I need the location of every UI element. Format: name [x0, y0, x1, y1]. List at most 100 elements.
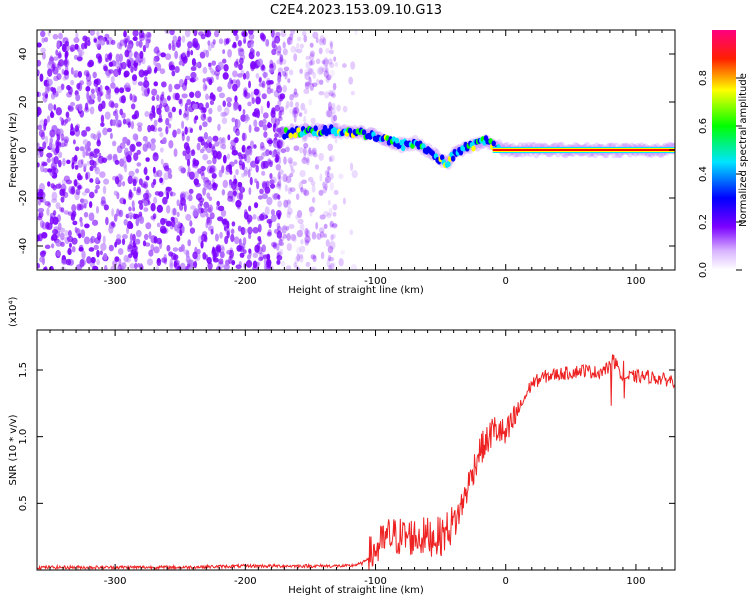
- spectral-blob: [124, 39, 128, 48]
- spectral-blob: [326, 170, 330, 178]
- spectral-blob: [159, 132, 164, 138]
- spectral-blob: [177, 221, 181, 228]
- spectral-blob: [52, 33, 59, 40]
- spectral-blob: [308, 76, 312, 86]
- spectral-blob: [138, 216, 145, 224]
- spectral-blob: [53, 104, 57, 111]
- spectral-blob: [55, 183, 62, 189]
- spectral-blob: [242, 249, 247, 254]
- spectral-blob: [327, 166, 331, 171]
- spectral-blob: [277, 99, 282, 107]
- spectral-blob: [278, 169, 284, 175]
- spectral-blob: [100, 200, 107, 207]
- spectral-blob: [92, 219, 97, 227]
- spectral-blob: [238, 63, 243, 71]
- spectral-blob: [296, 210, 303, 219]
- spectral-blob: [221, 246, 225, 253]
- spectral-blob: [328, 256, 335, 262]
- spectral-blob: [93, 166, 98, 172]
- spectral-blob: [136, 149, 141, 155]
- spectral-blob: [71, 210, 77, 218]
- spectral-blob: [222, 179, 229, 189]
- spectral-blob: [284, 184, 288, 192]
- spectral-blob: [130, 103, 136, 110]
- spectral-blob: [78, 229, 83, 235]
- spectral-blob: [244, 209, 248, 215]
- spectral-blob: [127, 212, 134, 219]
- spectral-blob: [186, 171, 191, 177]
- spectral-blob: [328, 207, 333, 217]
- spectral-blob: [221, 143, 227, 150]
- spectral-blob: [186, 259, 192, 265]
- spectral-blob: [285, 175, 292, 184]
- spectral-blob: [129, 233, 134, 242]
- spectral-blob: [280, 261, 286, 267]
- spectral-blob: [60, 196, 65, 203]
- spectral-blob: [197, 235, 203, 244]
- spectral-blob: [145, 175, 150, 181]
- spectral-blob: [148, 113, 154, 120]
- spectral-blob: [232, 190, 238, 196]
- spectral-blob: [168, 83, 173, 93]
- spectral-blob: [276, 59, 281, 65]
- spectral-blob: [166, 109, 173, 115]
- spectral-blob: [326, 212, 332, 219]
- spectral-blob: [114, 256, 120, 262]
- spectral-blob: [319, 173, 323, 182]
- spectral-blob: [79, 146, 85, 152]
- spectral-blob: [70, 101, 76, 107]
- spectral-blob: [185, 145, 191, 155]
- snr-y-label: SNR (10 * v/v): [8, 414, 19, 485]
- spectral-blob: [303, 142, 309, 149]
- spectral-blob: [41, 37, 46, 43]
- spectral-blob: [286, 144, 290, 153]
- spectral-blob: [303, 88, 310, 95]
- spectral-blob: [278, 238, 283, 246]
- spectral-blob: [309, 82, 315, 91]
- spectral-blob: [46, 83, 51, 92]
- spectral-blob: [247, 41, 254, 48]
- spectral-blob: [206, 216, 211, 224]
- spectral-blob: [283, 66, 290, 72]
- spectral-blob: [116, 233, 122, 241]
- spectral-blob: [270, 214, 277, 222]
- spectral-blob: [271, 241, 278, 248]
- spectral-blob: [351, 170, 358, 179]
- spectral-blob: [216, 200, 220, 207]
- spectral-blob: [87, 61, 93, 68]
- spectral-blob: [202, 66, 208, 74]
- spectral-blob: [79, 109, 85, 118]
- spectral-blob: [329, 220, 334, 228]
- spectral-blob: [277, 75, 281, 83]
- spectral-blob: [303, 189, 310, 197]
- spectral-blob: [121, 238, 126, 246]
- spectral-blob: [277, 180, 282, 187]
- spectral-blob: [102, 185, 107, 195]
- spectral-blob: [256, 180, 260, 190]
- spectral-blob: [216, 86, 223, 93]
- spectral-blob: [63, 59, 68, 67]
- spectral-blob: [231, 221, 236, 227]
- spectral-blob: [325, 47, 330, 54]
- spectral-blob: [200, 165, 206, 172]
- spectral-blob: [276, 252, 280, 258]
- spectral-blob: [340, 250, 345, 255]
- spectral-blob: [160, 217, 166, 226]
- spectral-blob: [323, 58, 329, 67]
- spectral-blob: [218, 258, 224, 265]
- spectral-blob: [299, 146, 304, 154]
- spectral-blob: [261, 93, 267, 100]
- spectral-blob: [286, 199, 292, 205]
- spectral-blob: [277, 172, 281, 181]
- spectral-blob: [209, 212, 215, 220]
- spectral-blob: [104, 111, 111, 120]
- spectral-blob: [91, 219, 99, 226]
- snr-axes: -300 -200 -100 0 100 0.5 1.0 1.5: [18, 330, 676, 587]
- spectral-blob: [121, 262, 127, 270]
- spectral-blob: [274, 133, 279, 138]
- spectral-blob: [277, 194, 281, 200]
- spectral-blob: [71, 185, 76, 195]
- spectral-blob: [321, 67, 328, 73]
- spectral-blob: [206, 116, 212, 123]
- spectral-blob: [313, 152, 318, 158]
